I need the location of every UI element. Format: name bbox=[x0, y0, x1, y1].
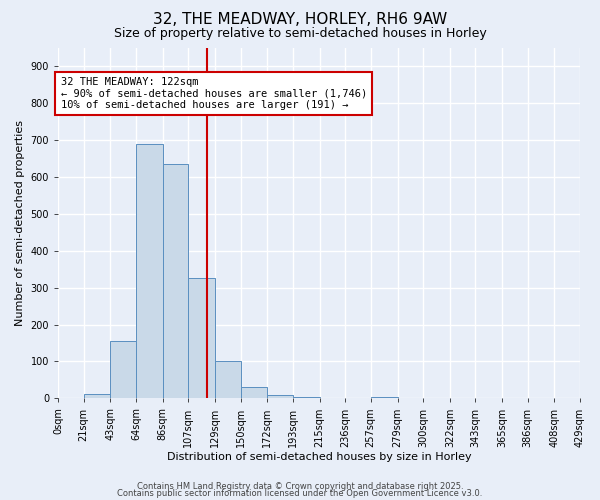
X-axis label: Distribution of semi-detached houses by size in Horley: Distribution of semi-detached houses by … bbox=[167, 452, 472, 462]
Bar bbox=[371, 396, 398, 398]
Text: 32, THE MEADWAY, HORLEY, RH6 9AW: 32, THE MEADWAY, HORLEY, RH6 9AW bbox=[153, 12, 447, 28]
Bar bbox=[293, 396, 320, 398]
Text: Contains public sector information licensed under the Open Government Licence v3: Contains public sector information licen… bbox=[118, 489, 482, 498]
Bar bbox=[136, 144, 163, 398]
Bar bbox=[241, 388, 268, 398]
Bar bbox=[83, 394, 110, 398]
Text: 32 THE MEADWAY: 122sqm
← 90% of semi-detached houses are smaller (1,746)
10% of : 32 THE MEADWAY: 122sqm ← 90% of semi-det… bbox=[61, 77, 367, 110]
Bar bbox=[163, 164, 188, 398]
Bar bbox=[188, 278, 215, 398]
Bar bbox=[215, 362, 241, 399]
Text: Contains HM Land Registry data © Crown copyright and database right 2025.: Contains HM Land Registry data © Crown c… bbox=[137, 482, 463, 491]
Bar bbox=[110, 341, 136, 398]
Text: Size of property relative to semi-detached houses in Horley: Size of property relative to semi-detach… bbox=[113, 28, 487, 40]
Y-axis label: Number of semi-detached properties: Number of semi-detached properties bbox=[15, 120, 25, 326]
Bar bbox=[268, 394, 293, 398]
